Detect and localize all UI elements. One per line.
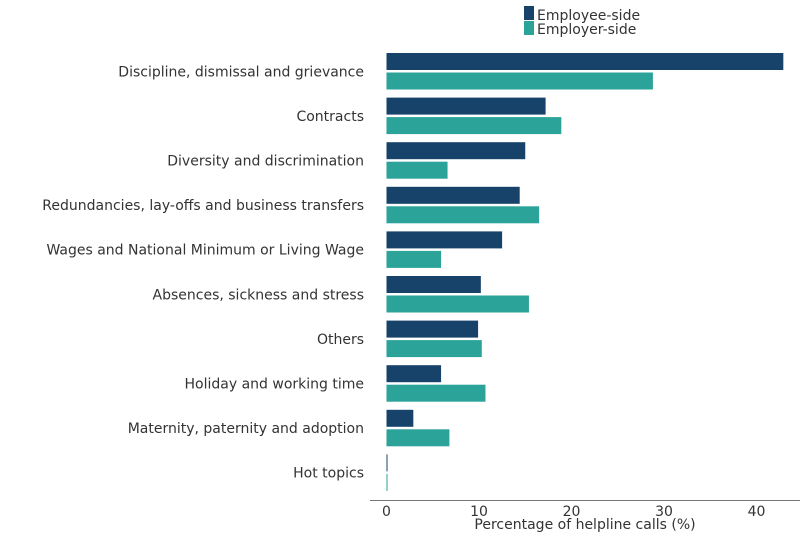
bar-employer-4	[386, 250, 442, 268]
bar-employer-5	[386, 295, 529, 313]
bar-employee-6	[386, 320, 479, 338]
category-label: Diversity and discrimination	[167, 153, 364, 169]
category-label: Contracts	[296, 109, 364, 125]
category-label: Absences, sickness and stress	[153, 287, 364, 303]
x-tick-label: 0	[382, 504, 391, 520]
x-axis-label: Percentage of helpline calls (%)	[474, 517, 695, 533]
x-tick-label: 30	[655, 504, 673, 520]
bar-employee-5	[386, 276, 481, 293]
category-label: Discipline, dismissal and grievance	[118, 64, 364, 80]
bar-employer-0	[386, 72, 653, 90]
bar-employee-7	[386, 365, 442, 383]
category-label: Others	[317, 332, 364, 348]
category-label: Maternity, paternity and adoption	[128, 421, 364, 437]
legend: Employee-side Employer-side	[524, 6, 640, 38]
category-label: Redundancies, lay-offs and business tran…	[42, 198, 364, 214]
x-tick-label: 40	[748, 504, 766, 520]
bar-employer-7	[386, 384, 486, 402]
bar-employee-1	[386, 97, 546, 115]
bar-employee-0	[386, 53, 784, 70]
bar-employee-4	[386, 231, 503, 249]
category-label: Hot topics	[293, 466, 364, 482]
bar-employer-2	[386, 161, 448, 179]
legend-label-employer: Employer-side	[537, 22, 636, 38]
category-label: Holiday and working time	[185, 376, 364, 392]
bar-employee-8	[386, 409, 414, 427]
bar-employee-9	[386, 454, 388, 472]
legend-swatch-employee	[524, 6, 534, 20]
legend-label-employee: Employee-side	[537, 8, 640, 24]
x-tick-label: 10	[470, 504, 488, 520]
bar-employer-9	[386, 473, 388, 491]
category-label: Wages and National Minimum or Living Wag…	[46, 243, 364, 259]
bar-employee-3	[386, 186, 520, 204]
bar-employer-1	[386, 117, 562, 135]
bar-employer-6	[386, 340, 482, 358]
legend-swatch-employer	[524, 21, 534, 35]
bar-employer-8	[386, 429, 450, 447]
x-tick-label: 20	[563, 504, 581, 520]
bar-employer-3	[386, 206, 540, 224]
bar-employee-2	[386, 142, 526, 160]
